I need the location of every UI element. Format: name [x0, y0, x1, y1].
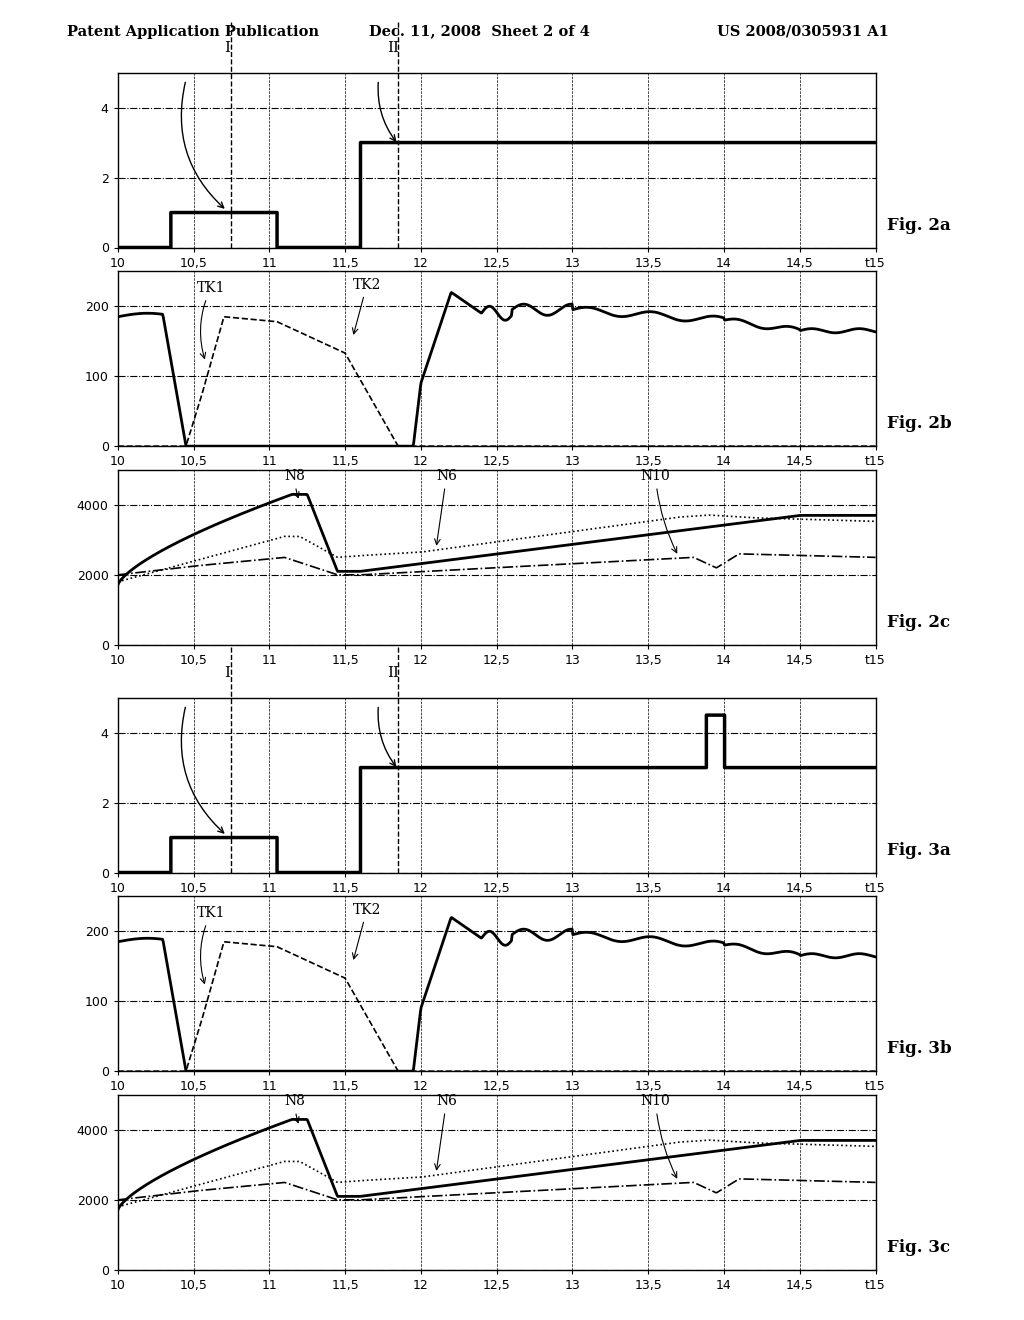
Text: I: I [224, 665, 229, 680]
Text: Patent Application Publication: Patent Application Publication [67, 25, 318, 38]
Text: II: II [388, 665, 399, 680]
Text: Fig. 2a: Fig. 2a [887, 216, 950, 234]
Text: N8: N8 [285, 1094, 305, 1122]
Text: N10: N10 [641, 1094, 677, 1177]
Text: TK2: TK2 [352, 277, 381, 334]
Text: II: II [388, 41, 399, 54]
Text: Fig. 3c: Fig. 3c [887, 1239, 950, 1255]
Text: TK1: TK1 [197, 907, 225, 983]
Text: N6: N6 [434, 1094, 457, 1170]
Text: TK2: TK2 [352, 903, 381, 958]
Text: Fig. 2b: Fig. 2b [887, 416, 951, 432]
Text: Fig. 3b: Fig. 3b [887, 1040, 951, 1057]
Text: Fig. 2c: Fig. 2c [887, 614, 950, 631]
Text: N8: N8 [285, 470, 305, 498]
Text: TK1: TK1 [197, 281, 225, 358]
Text: N6: N6 [434, 470, 457, 545]
Text: Dec. 11, 2008  Sheet 2 of 4: Dec. 11, 2008 Sheet 2 of 4 [369, 25, 590, 38]
Text: Fig. 3a: Fig. 3a [887, 842, 950, 858]
Text: N10: N10 [641, 470, 677, 553]
Text: I: I [224, 41, 229, 54]
Text: US 2008/0305931 A1: US 2008/0305931 A1 [717, 25, 889, 38]
